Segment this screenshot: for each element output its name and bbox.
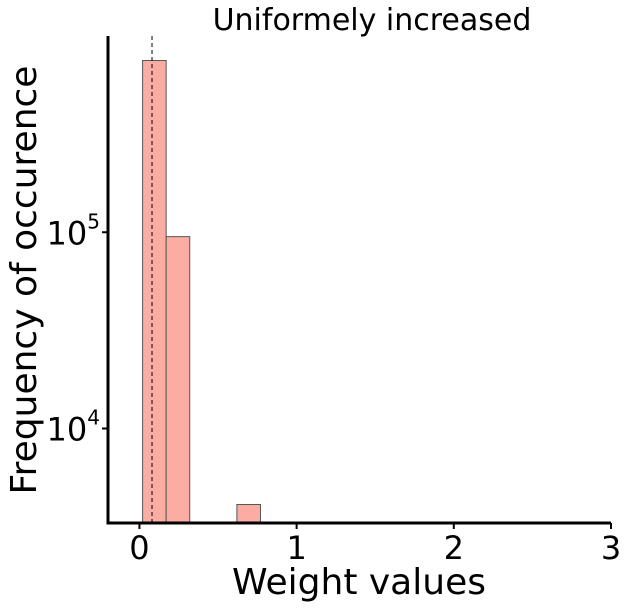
histogram-bar-2: [236, 503, 261, 524]
x-axis-label: Weight values: [232, 562, 486, 603]
histogram-bar-0: [142, 60, 167, 524]
chart-title: Uniformely increased: [213, 3, 532, 38]
x-tick-label-3: 3: [601, 529, 621, 567]
x-tick-label-2: 2: [444, 529, 464, 567]
x-tick-label-0: 0: [129, 529, 149, 567]
y-tick-label-0: 104: [47, 406, 100, 449]
x-tick-label-1: 1: [286, 529, 306, 567]
x-ticks-group: 0 1 2 3: [129, 523, 621, 567]
histogram-bar-1: [165, 236, 191, 524]
y-axis-label: Frequency of occurence: [4, 66, 45, 495]
bars-group: [142, 60, 261, 524]
y-tick-label-1: 105: [47, 209, 100, 252]
y-ticks-group: 104 105: [47, 209, 108, 449]
